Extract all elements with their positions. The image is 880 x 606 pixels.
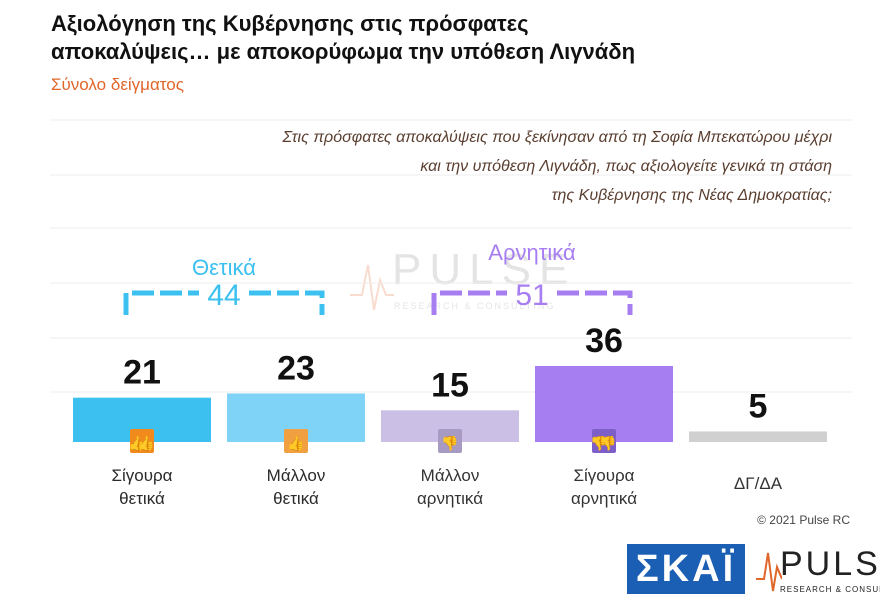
negative-label: Αρνητικά [488,240,576,265]
value-label-2: 15 [431,366,469,404]
bar-4 [689,431,827,442]
skai-logo: ΣΚΑΪ [627,544,745,594]
bar-icons: 👍👍 👍 👎 👎👎 [128,429,617,453]
category-label-1-1: θετικά [273,489,319,508]
thumb-glyph-3-1: 👎 [599,435,616,452]
negative-bracket-left [431,290,507,315]
thumb-glyph-2-0: 👎 [441,435,458,452]
negative-total: 51 [515,279,548,312]
category-label-3-0: Σίγουρα [573,466,634,485]
positive-label: Θετικά [192,255,256,280]
thumb-glyph-3-0: 👎 [590,435,607,452]
question-line-2: και την υπόθεση Λιγνάδη, πως αξιολογείτε… [420,158,832,175]
thumb-glyph-0-1: 👍 [137,435,154,452]
category-label-2-0: Μάλλον [421,466,480,485]
watermark-word: PULSE [392,245,577,294]
thumb-glyph-1-0: 👍 [287,435,304,452]
watermark-wave-icon [350,264,394,311]
thumbs-up-double-icon: 👍👍 [128,429,155,453]
category-label-4-0: ΔΓ/ΔΑ [734,474,783,493]
survey-question: Στις πρόσφατες αποκαλύψεις που ξεκίνησαν… [172,123,832,210]
positive-total: 44 [207,279,240,312]
icon-box-3 [592,429,616,453]
value-label-4: 5 [749,387,768,425]
bars [73,366,827,442]
icon-box-0 [130,429,154,453]
category-label-2-1: αρνητικά [417,489,483,508]
value-labels: 21 23 15 36 5 [123,322,767,425]
question-line-3: της Κυβέρνησης της Νέας Δημοκρατίας; [551,187,832,204]
copyright: © 2021 Pulse RC [757,513,850,527]
positive-bracket-left [123,290,199,315]
pulse-logo-sub: RESEARCH & CONSULTING [780,585,880,594]
category-label-0-0: Σίγουρα [111,466,172,485]
negative-bracket-right [557,290,633,315]
pulse-watermark: PULSE RESEARCH & CONSULTING [350,245,570,325]
chart-title: Αξιολόγηση της Κυβέρνησης στις πρόσφατες… [51,10,851,66]
thumbs-down-icon: 👎 [438,429,462,453]
value-label-1: 23 [277,349,315,387]
pulse-logo-word: PULSE [780,545,880,583]
watermark-sub: RESEARCH & CONSULTING [394,301,556,311]
pulse-wave-icon [756,552,782,592]
positive-bracket-right [249,290,325,315]
pulse-logo: PULSE RESEARCH & CONSULTING [756,545,880,597]
value-label-3: 36 [585,322,623,360]
category-label-0-1: θετικά [119,489,165,508]
thumb-glyph-0-0: 👍 [128,435,145,452]
title-line-2: αποκαλύψεις… με αποκορύφωμα την υπόθεση … [51,39,636,64]
thumbs-up-icon: 👍 [284,429,308,453]
thumbs-down-double-icon: 👎👎 [590,429,617,453]
chart-subtitle: Σύνολο δείγματος [51,75,184,94]
icon-box-1 [284,429,308,453]
category-labels: Σίγουρα θετικά Μάλλον θετικά Μάλλον αρνητικά Σ… [111,466,782,508]
grid-lines [50,119,852,393]
question-line-1: Στις πρόσφατες αποκαλύψεις που ξεκίνησαν… [282,129,832,146]
icon-box-2 [438,429,462,453]
value-label-0: 21 [123,354,161,392]
category-label-1-0: Μάλλον [267,466,326,485]
title-line-1: Αξιολόγηση της Κυβέρνησης στις πρόσφατες [51,11,529,36]
category-label-3-1: αρνητικά [571,489,637,508]
